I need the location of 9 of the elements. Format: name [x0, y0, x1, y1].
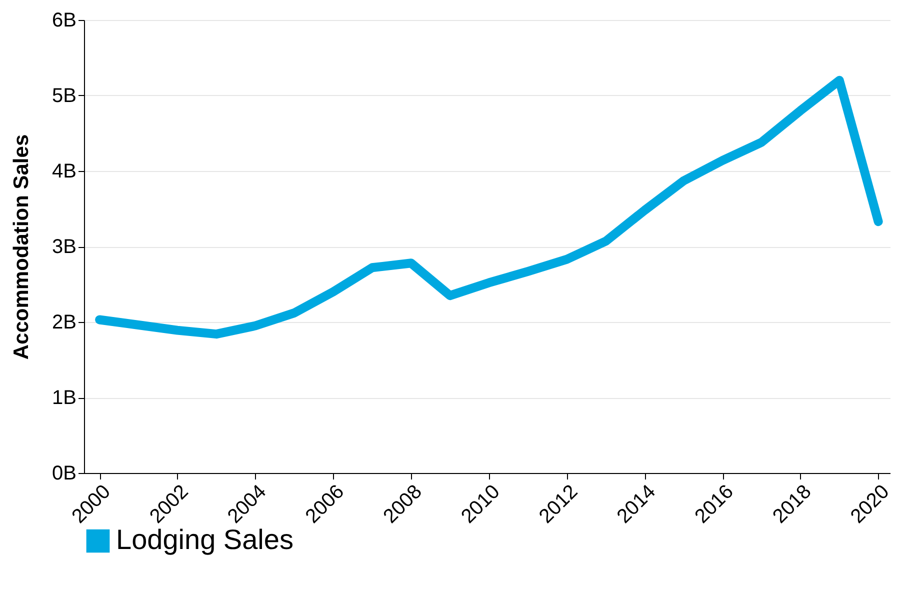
y-tick-label: 0B	[52, 462, 76, 484]
y-tick-label: 5B	[52, 85, 76, 107]
y-tick-label: 2B	[52, 312, 76, 334]
legend-label: Lodging Sales	[116, 524, 294, 555]
y-tick-label: 6B	[52, 10, 76, 32]
y-tick-label: 3B	[52, 236, 76, 258]
y-tick-label: 1B	[52, 387, 76, 409]
y-axis-title: Accommodation Sales	[10, 134, 34, 360]
y-tick-label: 4B	[52, 160, 76, 182]
